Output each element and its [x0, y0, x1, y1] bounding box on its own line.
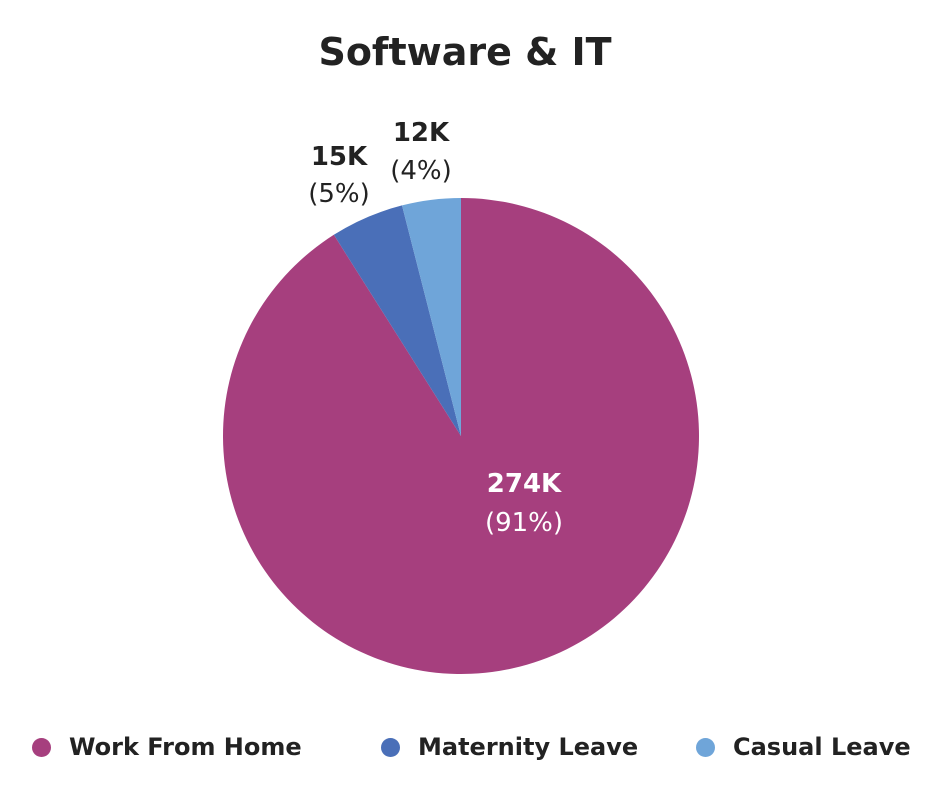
- data-label-percent-casual-leave: (4%): [390, 156, 452, 186]
- data-label-percent-work-from-home: (91%): [485, 508, 563, 538]
- legend-swatch-casual-leave: [696, 737, 715, 757]
- legend-item-maternity-leave[interactable]: Maternity Leave: [381, 727, 638, 767]
- pie-slices: [223, 198, 700, 674]
- data-label-value-maternity-leave: 15K: [311, 142, 368, 172]
- pie-slice-casual-leave[interactable]: [402, 198, 461, 436]
- pie-data-labels: 274K (91%) 15K (5%) 12K (4%): [308, 118, 563, 538]
- legend-label-work-from-home: Work From Home: [69, 733, 302, 761]
- pie-slice-maternity-leave[interactable]: [333, 205, 461, 436]
- legend: Work From Home Maternity Leave Casual Le…: [0, 727, 940, 767]
- legend-item-casual-leave[interactable]: Casual Leave: [696, 727, 911, 767]
- data-label-value-work-from-home: 274K: [487, 469, 562, 499]
- legend-swatch-work-from-home: [32, 737, 51, 757]
- legend-label-casual-leave: Casual Leave: [733, 733, 911, 761]
- data-label-value-casual-leave: 12K: [393, 118, 450, 148]
- legend-item-work-from-home[interactable]: Work From Home: [32, 727, 302, 767]
- data-label-percent-maternity-leave: (5%): [308, 179, 370, 209]
- legend-label-maternity-leave: Maternity Leave: [418, 733, 639, 761]
- pie-slice-work-from-home[interactable]: [223, 198, 700, 674]
- chart-title: Software & IT: [318, 30, 612, 74]
- legend-swatch-maternity-leave: [381, 737, 400, 757]
